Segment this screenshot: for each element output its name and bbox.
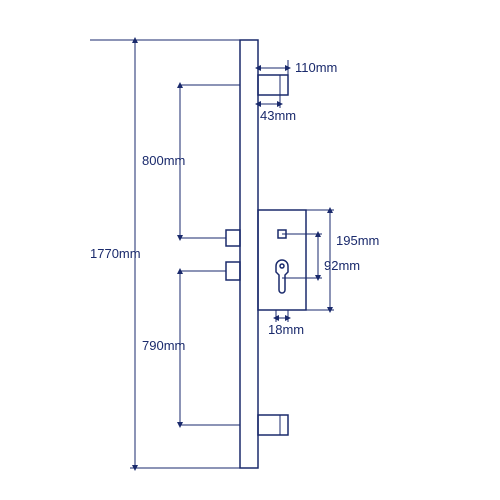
svg-text:92mm: 92mm (324, 258, 360, 273)
svg-text:790mm: 790mm (142, 338, 185, 353)
svg-text:43mm: 43mm (260, 108, 296, 123)
lock-technical-diagram: 1770mm 800mm 790mm 110mm 43mm 195mm 92mm 18mm (0, 0, 500, 500)
svg-text:18mm: 18mm (268, 322, 304, 337)
svg-text:800mm: 800mm (142, 153, 185, 168)
svg-text:110mm: 110mm (295, 60, 337, 75)
svg-text:1770mm: 1770mm (90, 246, 141, 261)
svg-text:195mm: 195mm (336, 233, 379, 248)
